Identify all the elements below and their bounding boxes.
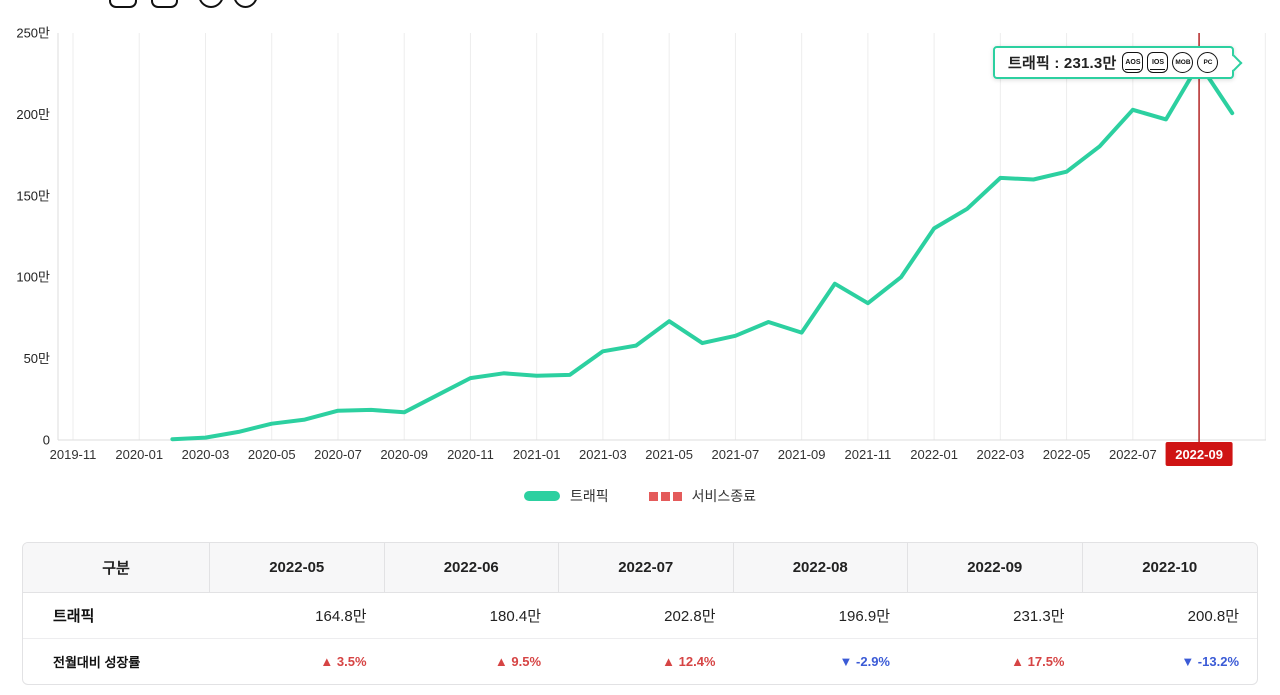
- table-header-month: 2022-08: [734, 543, 908, 592]
- table-row-traffic: 트래픽 164.8만 180.4만 202.8만 196.9만 231.3만 200.8만: [23, 593, 1257, 638]
- table-header-category: 구분: [23, 543, 210, 592]
- chart-legend: 트래픽 서비스종료: [0, 486, 1280, 506]
- y-tick-label: 150만: [16, 188, 50, 203]
- table-header-month: 2022-07: [559, 543, 734, 592]
- table-row-growth: 전월대비 성장률 ▲ 3.5% ▲ 9.5% ▲ 12.4% ▼ -2.9% ▲ 17.5…: [23, 638, 1257, 684]
- table-header-month: 2022-10: [1142, 559, 1198, 576]
- growth-rate-cell: ▲ 9.5%: [494, 654, 541, 669]
- traffic-value-cell: 164.8만: [315, 608, 367, 625]
- x-tick-label: 2021-05: [645, 447, 693, 462]
- x-tick-label: 2022-05: [1043, 447, 1091, 462]
- x-tick-label: 2020-05: [248, 447, 296, 462]
- x-tick-label: 2020-11: [447, 447, 494, 462]
- x-tick-label: 2020-01: [115, 447, 163, 462]
- table-row-label: 전월대비 성장률: [53, 655, 141, 670]
- legend-item-service-end[interactable]: 서비스종료: [648, 486, 757, 506]
- x-tick-label: 2022-01: [910, 447, 958, 462]
- traffic-value-cell: 196.9만: [838, 608, 890, 625]
- table-header-row: 구분 2022-05 2022-06 2022-07 2022-08 2022-09 202…: [23, 543, 1257, 593]
- mob-badge-icon: MOB: [1172, 52, 1194, 73]
- growth-rate-cell: ▼ -2.9%: [839, 654, 890, 669]
- table-header-month: 2022-06: [385, 543, 559, 592]
- x-tick-label: 2021-07: [712, 447, 760, 462]
- traffic-line-chart[interactable]: 0 50만 100만 150만 200만 250만 2019-11 2020-01 2020-0…: [0, 0, 1280, 470]
- growth-rate-cell: ▲ 3.5%: [320, 654, 367, 669]
- x-tick-label: 2021-09: [778, 447, 826, 462]
- service-end-dash-swatch-icon: [648, 491, 682, 501]
- pc-badge-icon: PC: [1197, 52, 1219, 73]
- x-tick-label: 2020-07: [314, 447, 362, 462]
- traffic-value-cell: 231.3만: [1013, 608, 1065, 625]
- ios-badge-icon: IOS: [1147, 52, 1169, 73]
- x-tick-label: 2019-11: [50, 447, 97, 462]
- x-tick-label: 2021-01: [513, 447, 561, 462]
- table-header-month: 2022-05: [210, 543, 385, 592]
- x-tick-label: 2020-09: [380, 447, 428, 462]
- traffic-value-cell: 202.8만: [664, 608, 716, 625]
- highlighted-x-tick-label[interactable]: 2022-09: [1175, 447, 1223, 462]
- growth-rate-cell: ▲ 12.4%: [662, 654, 716, 669]
- traffic-value-cell: 200.8만: [1187, 608, 1239, 625]
- tooltip-value-text: 트래픽 : 231.3만: [1008, 55, 1117, 72]
- x-tick-label: 2022-07: [1109, 447, 1157, 462]
- table-header-month: 2022-09: [908, 543, 1083, 592]
- growth-rate-cell: ▼ -13.2%: [1181, 654, 1239, 669]
- x-tick-label: 2022-03: [977, 447, 1025, 462]
- table-row-label: 트래픽: [53, 608, 95, 625]
- legend-label-traffic: 트래픽: [569, 488, 609, 504]
- legend-item-traffic[interactable]: 트래픽: [523, 486, 609, 506]
- traffic-value-cell: 180.4만: [489, 608, 541, 625]
- x-tick-label: 2021-03: [579, 447, 627, 462]
- tooltip-platform-badges: AOS IOS MOB PC: [1122, 52, 1219, 73]
- y-tick-label: 250만: [16, 26, 50, 41]
- platform-aos-badge-icon: [109, 0, 137, 8]
- chart-tooltip: 트래픽 : 231.3만 AOS IOS MOB PC: [993, 46, 1243, 79]
- y-tick-label: 0: [43, 433, 50, 448]
- y-tick-label: 100만: [16, 270, 50, 285]
- highlighted-x-tick-box[interactable]: [1165, 442, 1233, 466]
- monthly-stats-table: 구분 2022-05 2022-06 2022-07 2022-08 2022-09 202…: [22, 542, 1258, 685]
- y-tick-label: 50만: [24, 351, 50, 366]
- legend-label-service-end: 서비스종료: [691, 488, 757, 504]
- x-tick-label: 2020-03: [182, 447, 230, 462]
- x-tick-label: 2021-11: [845, 447, 892, 462]
- chart-canvas[interactable]: 0 50만 100만 150만 200만 250만 2019-11 2020-01 2020-0…: [0, 0, 1280, 470]
- traffic-series-line: [170, 61, 1235, 442]
- platform-ios-badge-icon: [151, 0, 178, 8]
- y-tick-label: 200만: [16, 107, 50, 122]
- growth-rate-cell: ▲ 17.5%: [1011, 654, 1065, 669]
- traffic-line-swatch-icon: [523, 491, 560, 501]
- aos-badge-icon: AOS: [1122, 52, 1144, 73]
